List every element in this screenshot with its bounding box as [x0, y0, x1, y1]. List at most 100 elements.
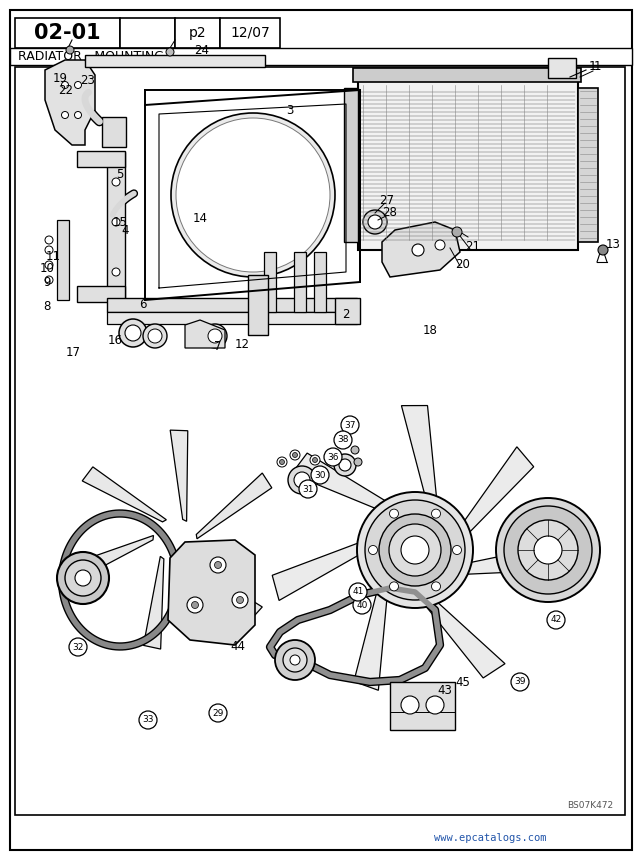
Bar — [358, 80, 578, 250]
Polygon shape — [68, 536, 153, 582]
Polygon shape — [82, 467, 166, 522]
Circle shape — [412, 244, 424, 256]
Text: 11: 11 — [46, 249, 60, 262]
Circle shape — [311, 466, 329, 484]
Polygon shape — [182, 559, 263, 620]
Text: 1: 1 — [593, 60, 601, 73]
Circle shape — [62, 82, 69, 89]
Circle shape — [310, 455, 320, 465]
Circle shape — [379, 514, 451, 586]
Circle shape — [357, 492, 473, 608]
Circle shape — [334, 431, 352, 449]
Circle shape — [351, 446, 359, 454]
Circle shape — [453, 545, 462, 555]
Polygon shape — [196, 473, 272, 539]
Text: 4: 4 — [121, 224, 129, 236]
Bar — [107, 152, 125, 302]
Bar — [548, 58, 576, 78]
Circle shape — [187, 597, 203, 613]
Circle shape — [119, 319, 147, 347]
Bar — [15, 18, 120, 48]
Circle shape — [125, 325, 141, 341]
Bar — [335, 298, 360, 324]
Circle shape — [290, 450, 300, 460]
Circle shape — [426, 696, 444, 714]
Circle shape — [112, 218, 120, 226]
Text: 14: 14 — [193, 212, 207, 224]
Circle shape — [66, 46, 74, 54]
Circle shape — [354, 458, 362, 466]
Text: 39: 39 — [514, 678, 526, 686]
Bar — [85, 55, 265, 67]
Polygon shape — [415, 591, 505, 678]
Circle shape — [69, 638, 87, 656]
Text: 13: 13 — [605, 238, 620, 251]
Text: 19: 19 — [53, 71, 67, 84]
Text: 18: 18 — [422, 323, 437, 336]
Text: 7: 7 — [214, 341, 221, 353]
Text: 21: 21 — [465, 241, 480, 254]
Polygon shape — [45, 60, 95, 145]
Circle shape — [547, 611, 565, 629]
Circle shape — [390, 509, 399, 518]
Circle shape — [401, 696, 419, 714]
Circle shape — [299, 480, 317, 498]
Text: 27: 27 — [379, 194, 394, 206]
Text: 9: 9 — [43, 275, 51, 288]
Bar — [57, 220, 69, 300]
Text: 28: 28 — [383, 206, 397, 219]
Text: 38: 38 — [337, 435, 349, 445]
Circle shape — [208, 329, 222, 343]
Circle shape — [339, 459, 351, 471]
Polygon shape — [185, 320, 225, 348]
Polygon shape — [455, 447, 534, 545]
Circle shape — [390, 582, 399, 591]
Circle shape — [57, 552, 109, 604]
Bar — [344, 88, 358, 242]
Text: RADIATOR - MOUNTING: RADIATOR - MOUNTING — [18, 50, 164, 63]
Text: 31: 31 — [302, 484, 314, 494]
Text: 42: 42 — [550, 616, 562, 624]
Text: 40: 40 — [356, 600, 368, 610]
Bar — [578, 88, 598, 242]
Bar — [248, 275, 268, 335]
Bar — [220, 18, 280, 48]
Polygon shape — [449, 544, 560, 575]
Circle shape — [288, 466, 316, 494]
Polygon shape — [382, 222, 460, 277]
Circle shape — [275, 640, 315, 680]
Bar — [120, 18, 175, 48]
Circle shape — [139, 711, 157, 729]
Bar — [107, 312, 357, 324]
Circle shape — [65, 560, 101, 596]
Text: 8: 8 — [43, 299, 51, 312]
Circle shape — [431, 582, 440, 591]
Circle shape — [166, 48, 174, 56]
Circle shape — [334, 454, 356, 476]
Circle shape — [232, 592, 248, 608]
Text: 20: 20 — [456, 257, 471, 271]
Text: 41: 41 — [352, 587, 363, 597]
Text: www.epcatalogs.com: www.epcatalogs.com — [434, 833, 546, 843]
Circle shape — [75, 570, 91, 586]
Circle shape — [431, 509, 440, 518]
Polygon shape — [401, 406, 438, 515]
Circle shape — [203, 324, 227, 348]
Circle shape — [368, 215, 382, 229]
Text: p2: p2 — [189, 26, 206, 40]
Text: 17: 17 — [65, 346, 80, 359]
Bar — [107, 298, 357, 312]
Polygon shape — [170, 430, 187, 521]
Text: 43: 43 — [438, 684, 453, 697]
Circle shape — [210, 557, 226, 573]
Bar — [390, 682, 455, 730]
Circle shape — [369, 545, 377, 555]
Polygon shape — [143, 556, 164, 649]
Text: 1: 1 — [589, 60, 597, 73]
Circle shape — [294, 472, 310, 488]
Circle shape — [598, 245, 608, 255]
Circle shape — [389, 524, 441, 576]
Bar — [175, 18, 220, 48]
Circle shape — [236, 597, 243, 604]
Text: 12: 12 — [234, 337, 250, 351]
